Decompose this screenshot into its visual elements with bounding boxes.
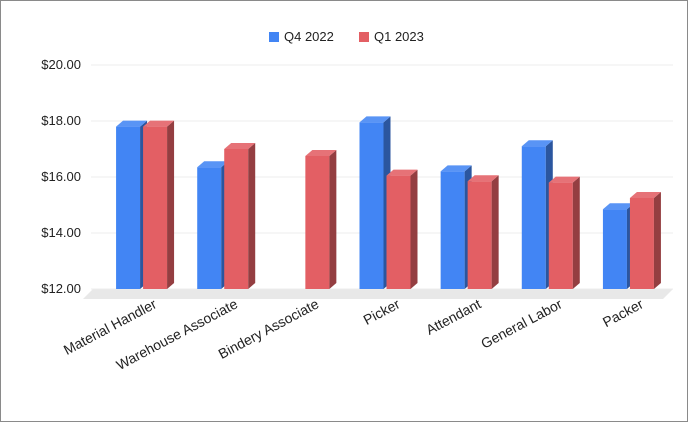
y-tick-label: $20.00 <box>41 57 81 72</box>
bar-top <box>521 140 553 147</box>
bar-front <box>467 181 492 289</box>
x-tick-label: Packer <box>600 295 646 330</box>
bar <box>359 116 391 290</box>
bar-top <box>629 192 661 198</box>
bar-front <box>548 182 573 289</box>
x-tick-label: Picker <box>361 295 403 328</box>
bar <box>467 175 499 289</box>
bar-side <box>410 169 418 289</box>
bar-side <box>329 150 337 289</box>
bar-front <box>305 156 330 289</box>
bar-front <box>359 122 384 290</box>
bar-top <box>116 120 148 127</box>
x-tick-label: Attendant <box>423 295 484 337</box>
bar <box>197 161 229 289</box>
bar-front <box>386 175 411 289</box>
bar <box>116 120 148 289</box>
y-tick-label: $16.00 <box>41 169 81 184</box>
bar-side <box>248 143 256 289</box>
bar-front <box>440 171 465 289</box>
bar-top <box>440 165 472 172</box>
bar <box>629 192 661 289</box>
bar <box>305 150 337 289</box>
bar-side <box>572 176 580 289</box>
legend-label: Q4 2022 <box>284 29 334 44</box>
legend-label: Q1 2023 <box>374 29 424 44</box>
bar-side <box>491 175 499 289</box>
bar-side <box>653 192 661 289</box>
bar <box>386 169 418 289</box>
legend-item[interactable]: Q1 2023 <box>359 29 424 44</box>
bar-front <box>197 167 222 289</box>
chart-floor <box>83 289 673 299</box>
bar <box>602 203 634 289</box>
bar-front <box>602 209 627 289</box>
bar-top <box>548 176 580 183</box>
bar-top <box>467 175 499 182</box>
bar-top <box>224 143 256 149</box>
bar-top <box>197 161 229 168</box>
legend-swatch <box>359 32 369 42</box>
legend-swatch <box>269 32 279 42</box>
bar <box>521 140 553 289</box>
bar-front <box>143 126 168 289</box>
bar-front <box>521 146 546 289</box>
bar <box>440 165 472 289</box>
bar <box>548 176 580 289</box>
legend-item[interactable]: Q4 2022 <box>269 29 334 44</box>
bar-front <box>116 126 141 289</box>
bar-top <box>602 203 634 210</box>
y-tick-label: $18.00 <box>41 113 81 128</box>
bar-top <box>305 150 337 156</box>
bar-front <box>224 149 249 289</box>
bar-front <box>629 198 654 289</box>
bar-top <box>386 169 418 176</box>
x-tick-label: General Labor <box>478 295 565 351</box>
y-tick-label: $14.00 <box>41 225 81 240</box>
bar <box>224 143 256 289</box>
bar-top <box>143 120 175 127</box>
y-tick-label: $12.00 <box>41 281 81 296</box>
bar-side <box>167 120 175 289</box>
bar-top <box>359 116 391 123</box>
bar <box>143 120 175 289</box>
